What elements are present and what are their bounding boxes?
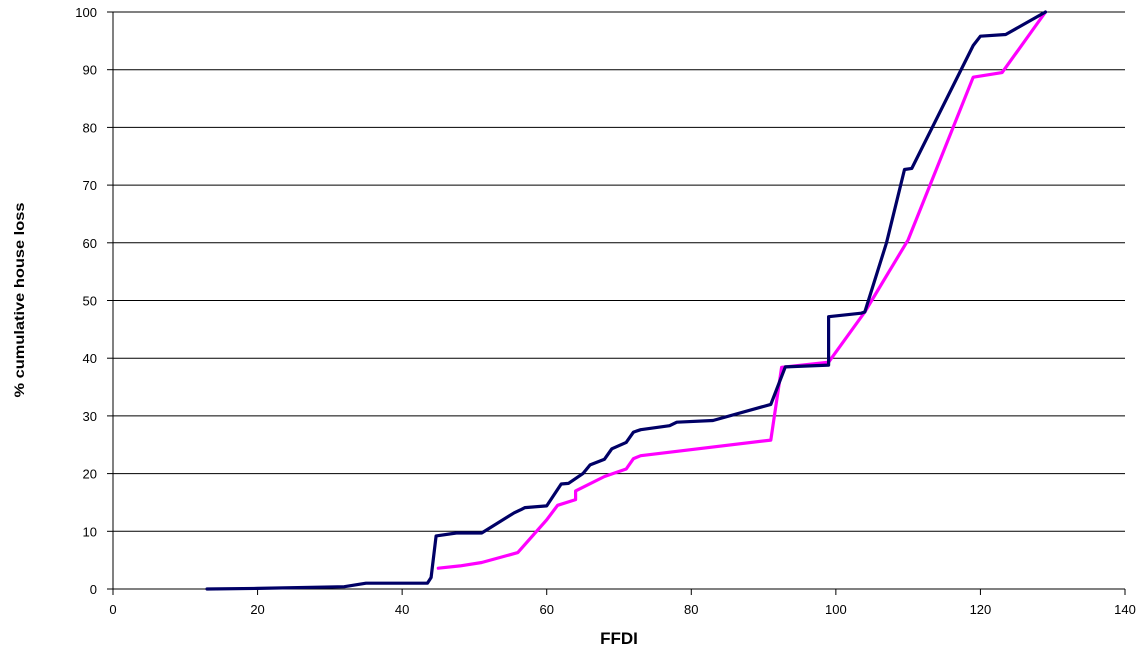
y-tick-label: 10: [83, 524, 97, 539]
y-tick-label: 100: [75, 5, 97, 20]
y-tick-label: 30: [83, 409, 97, 424]
y-tick-label: 80: [83, 120, 97, 135]
x-tick-label: 60: [539, 602, 553, 617]
y-tick-label: 60: [83, 236, 97, 251]
x-tick-label: 100: [825, 602, 847, 617]
y-tick-label: 20: [83, 467, 97, 482]
x-tick-label: 20: [250, 602, 264, 617]
y-tick-label: 0: [90, 582, 97, 597]
y-axis-title: % cumulative house loss: [11, 202, 27, 397]
y-tick-label: 50: [83, 294, 97, 309]
gridlines: [113, 11, 1125, 532]
x-tick-label: 0: [109, 602, 116, 617]
x-axis-title: FFDI: [600, 629, 638, 648]
y-tick-label: 40: [83, 351, 97, 366]
y-tick-label: 90: [83, 63, 97, 78]
axes: [107, 11, 1126, 595]
tick-labels: 0 10 20 30 40 50 60 70 80 90 100 0 20 40 60 80 100 120 140: [75, 5, 1136, 617]
x-tick-label: 140: [1114, 602, 1136, 617]
x-tick-label: 40: [395, 602, 409, 617]
x-tick-label: 80: [684, 602, 698, 617]
x-tick-label: 120: [970, 602, 992, 617]
series: [205, 10, 1048, 591]
series-line-2: [436, 10, 1048, 570]
y-tick-label: 70: [83, 178, 97, 193]
series-line-1: [205, 10, 1048, 591]
